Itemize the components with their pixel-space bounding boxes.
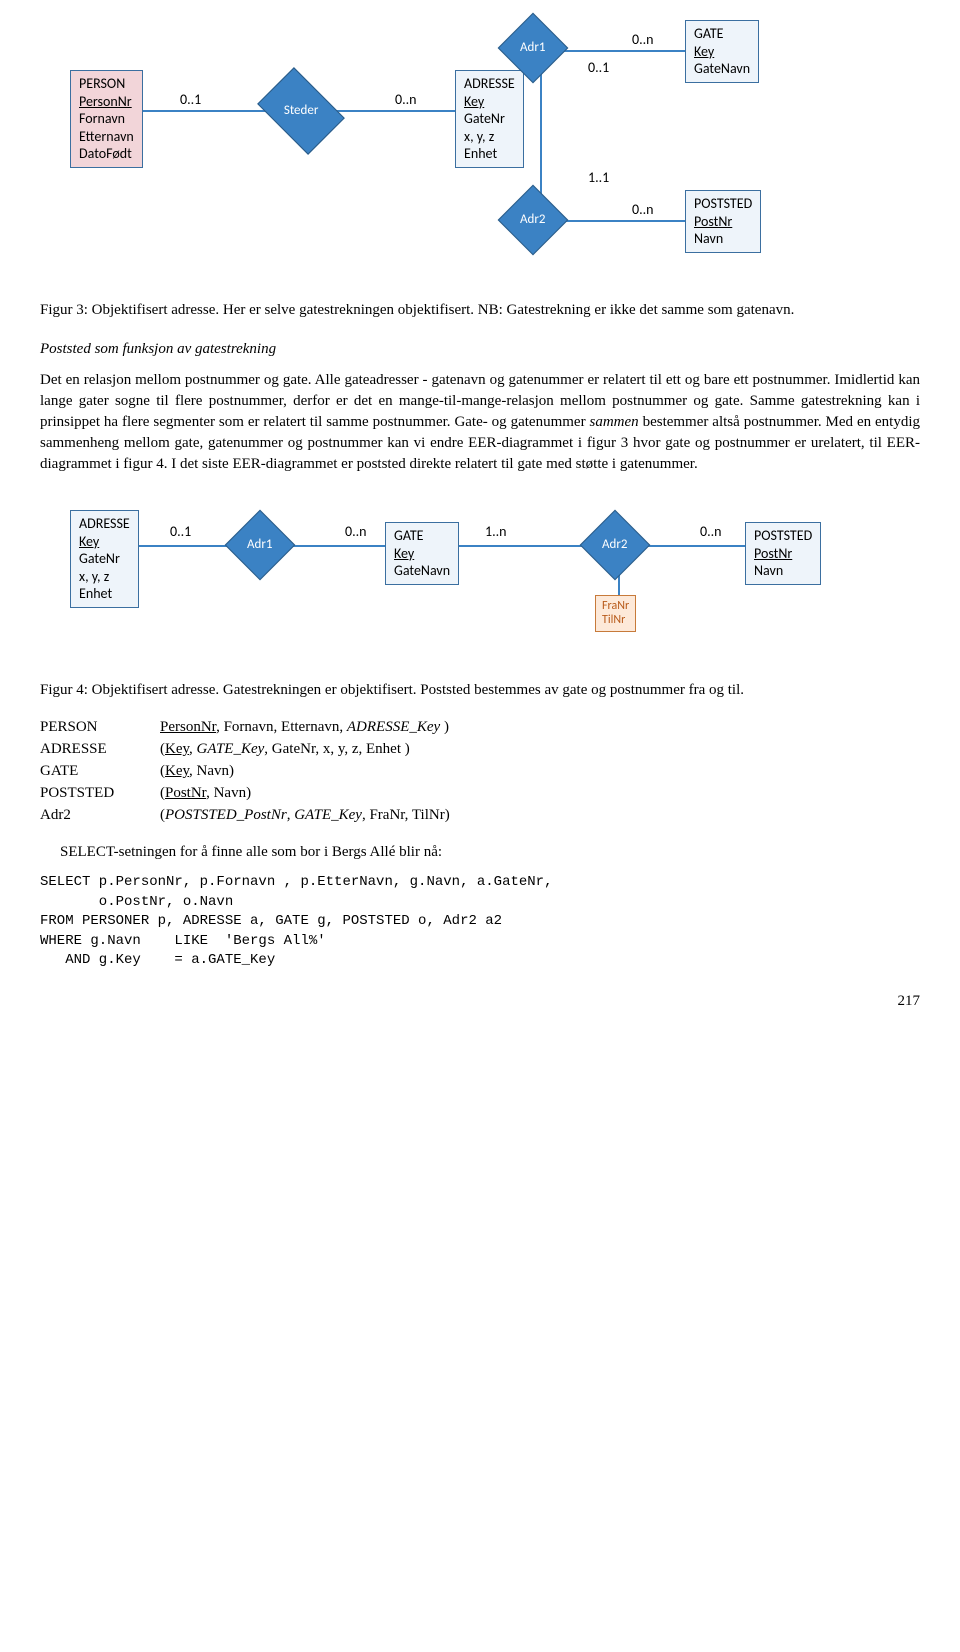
relationship-attribute: FraNr TilNr <box>595 595 636 632</box>
schema-label: Adr2 <box>40 805 160 826</box>
entity-attr: Fornavn <box>79 110 134 128</box>
figure-4-caption: Figur 4: Objektifisert adresse. Gatestre… <box>40 680 920 701</box>
cardinality: 0..1 <box>180 90 201 110</box>
entity-attr: PersonNr <box>79 93 134 111</box>
schema-row: PERSONPersonNr, Fornavn, Etternavn, ADRE… <box>40 717 920 738</box>
entity-attr: Key <box>394 545 450 563</box>
entity-attr: GateNr <box>464 110 515 128</box>
entity-gate: GATE Key GateNavn <box>385 522 459 585</box>
figure-3-caption: Figur 3: Objektifisert adresse. Her er s… <box>40 300 920 321</box>
schema-body: PersonNr, Fornavn, Etternavn, ADRESSE_Ke… <box>160 717 449 738</box>
cardinality: 0..1 <box>170 522 191 542</box>
page-number: 217 <box>40 991 920 1012</box>
cardinality: 1..1 <box>588 168 609 188</box>
relational-schema: PERSONPersonNr, Fornavn, Etternavn, ADRE… <box>40 717 920 826</box>
cardinality: 0..n <box>632 30 654 50</box>
entity-title: POSTSTED <box>754 527 812 545</box>
entity-attr: GateNavn <box>394 562 450 580</box>
entity-adresse: ADRESSE Key GateNr x, y, z Enhet <box>70 510 139 608</box>
entity-title: ADRESSE <box>464 75 515 93</box>
entity-title: GATE <box>394 527 450 545</box>
figure-4-diagram: ADRESSE Key GateNr x, y, z Enhet 0..1 Ad… <box>40 500 920 650</box>
entity-attr: GateNavn <box>694 60 750 78</box>
cardinality: 0..n <box>632 200 654 220</box>
entity-title: PERSON <box>79 75 134 93</box>
schema-label: ADRESSE <box>40 739 160 760</box>
cardinality: 0..n <box>395 90 417 110</box>
entity-attr: Key <box>464 93 515 111</box>
entity-title: POSTSTED <box>694 195 752 213</box>
schema-row: ADRESSE(Key, GATE_Key, GateNr, x, y, z, … <box>40 739 920 760</box>
schema-body: (Key, Navn) <box>160 761 234 782</box>
entity-attr: Navn <box>754 562 812 580</box>
entity-person: PERSON PersonNr Fornavn Etternavn DatoFø… <box>70 70 143 168</box>
cardinality: 0..1 <box>588 58 609 78</box>
sql-code: SELECT p.PersonNr, p.Fornavn , p.EtterNa… <box>40 873 920 971</box>
schema-row: POSTSTED(PostNr, Navn) <box>40 783 920 804</box>
entity-attr: Etternavn <box>79 128 134 146</box>
paragraph-1: Det en relasjon mellom postnummer og gat… <box>40 370 920 475</box>
entity-attr: GateNr <box>79 550 130 568</box>
relationship-adr1: Adr1 <box>225 510 296 581</box>
entity-poststed: POSTSTED PostNr Navn <box>685 190 761 253</box>
entity-attr: DatoFødt <box>79 145 134 163</box>
schema-label: GATE <box>40 761 160 782</box>
entity-poststed: POSTSTED PostNr Navn <box>745 522 821 585</box>
entity-attr: PostNr <box>754 545 812 563</box>
entity-attr: Enhet <box>464 145 515 163</box>
schema-body: (PostNr, Navn) <box>160 783 251 804</box>
schema-label: POSTSTED <box>40 783 160 804</box>
schema-row: Adr2(POSTSTED_PostNr, GATE_Key, FraNr, T… <box>40 805 920 826</box>
entity-title: ADRESSE <box>79 515 130 533</box>
section-heading: Poststed som funksjon av gatestrekning <box>40 339 920 360</box>
schema-row: GATE(Key, Navn) <box>40 761 920 782</box>
schema-body: (POSTSTED_PostNr, GATE_Key, FraNr, TilNr… <box>160 805 450 826</box>
relationship-adr2: Adr2 <box>580 510 651 581</box>
relationship-steder: Steder <box>257 67 345 155</box>
entity-attr: x, y, z <box>79 568 130 586</box>
entity-attr: Key <box>79 533 130 551</box>
entity-adresse: ADRESSE Key GateNr x, y, z Enhet <box>455 70 524 168</box>
entity-gate: GATE Key GateNavn <box>685 20 759 83</box>
schema-label: PERSON <box>40 717 160 738</box>
select-intro: SELECT-setningen for å finne alle som bo… <box>40 842 920 863</box>
relationship-adr2: Adr2 <box>498 185 569 256</box>
entity-attr: Navn <box>694 230 752 248</box>
figure-3-diagram: PERSON PersonNr Fornavn Etternavn DatoFø… <box>40 20 920 280</box>
cardinality: 0..n <box>345 522 367 542</box>
entity-attr: Key <box>694 43 750 61</box>
entity-title: GATE <box>694 25 750 43</box>
entity-attr: Enhet <box>79 585 130 603</box>
entity-attr: PostNr <box>694 213 752 231</box>
cardinality: 1..n <box>485 522 507 542</box>
cardinality: 0..n <box>700 522 722 542</box>
entity-attr: x, y, z <box>464 128 515 146</box>
schema-body: (Key, GATE_Key, GateNr, x, y, z, Enhet ) <box>160 739 410 760</box>
